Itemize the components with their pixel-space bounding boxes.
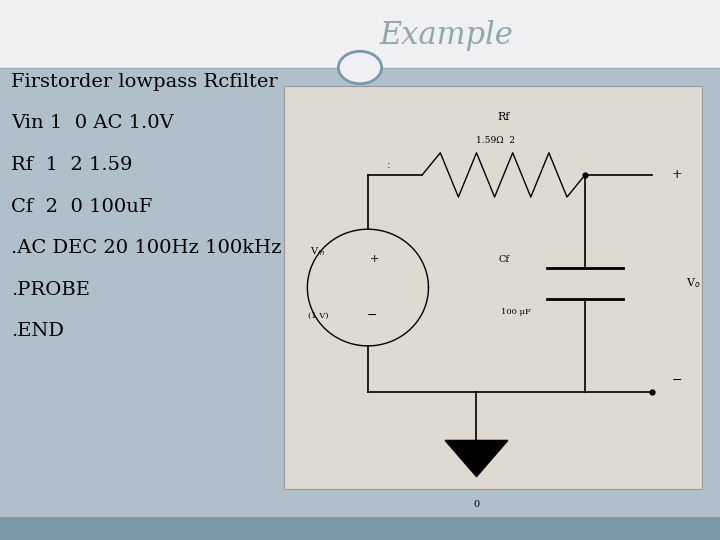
Text: +: +: [369, 254, 379, 265]
Text: −: −: [367, 309, 377, 322]
Text: 1.59Ω  2: 1.59Ω 2: [476, 136, 515, 145]
Text: V$_{in}$: V$_{in}$: [310, 245, 325, 258]
Text: Rf  1  2 1.59: Rf 1 2 1.59: [11, 156, 132, 174]
Text: :: :: [387, 160, 391, 170]
Text: Vin 1  0 AC 1.0V: Vin 1 0 AC 1.0V: [11, 114, 174, 132]
Text: .END: .END: [11, 322, 64, 340]
Circle shape: [338, 51, 382, 84]
Text: Example: Example: [379, 19, 513, 51]
FancyBboxPatch shape: [0, 517, 720, 540]
Text: +: +: [672, 168, 683, 181]
Text: −: −: [672, 374, 682, 387]
Text: .PROBE: .PROBE: [11, 281, 90, 299]
Text: V$_o$: V$_o$: [686, 276, 701, 291]
Text: Cf  2  0 100uF: Cf 2 0 100uF: [11, 198, 152, 215]
Text: 100 μF: 100 μF: [501, 308, 531, 316]
Text: Rf: Rf: [498, 112, 510, 122]
FancyBboxPatch shape: [284, 86, 702, 489]
Text: (1 V): (1 V): [307, 312, 328, 320]
Polygon shape: [445, 441, 508, 477]
Text: Cf: Cf: [498, 255, 509, 264]
Text: .AC DEC 20 100Hz 100kHz: .AC DEC 20 100Hz 100kHz: [11, 239, 282, 257]
Text: Firstorder lowpass Rcfilter: Firstorder lowpass Rcfilter: [11, 73, 277, 91]
Text: 0: 0: [474, 500, 480, 509]
FancyBboxPatch shape: [0, 0, 720, 68]
